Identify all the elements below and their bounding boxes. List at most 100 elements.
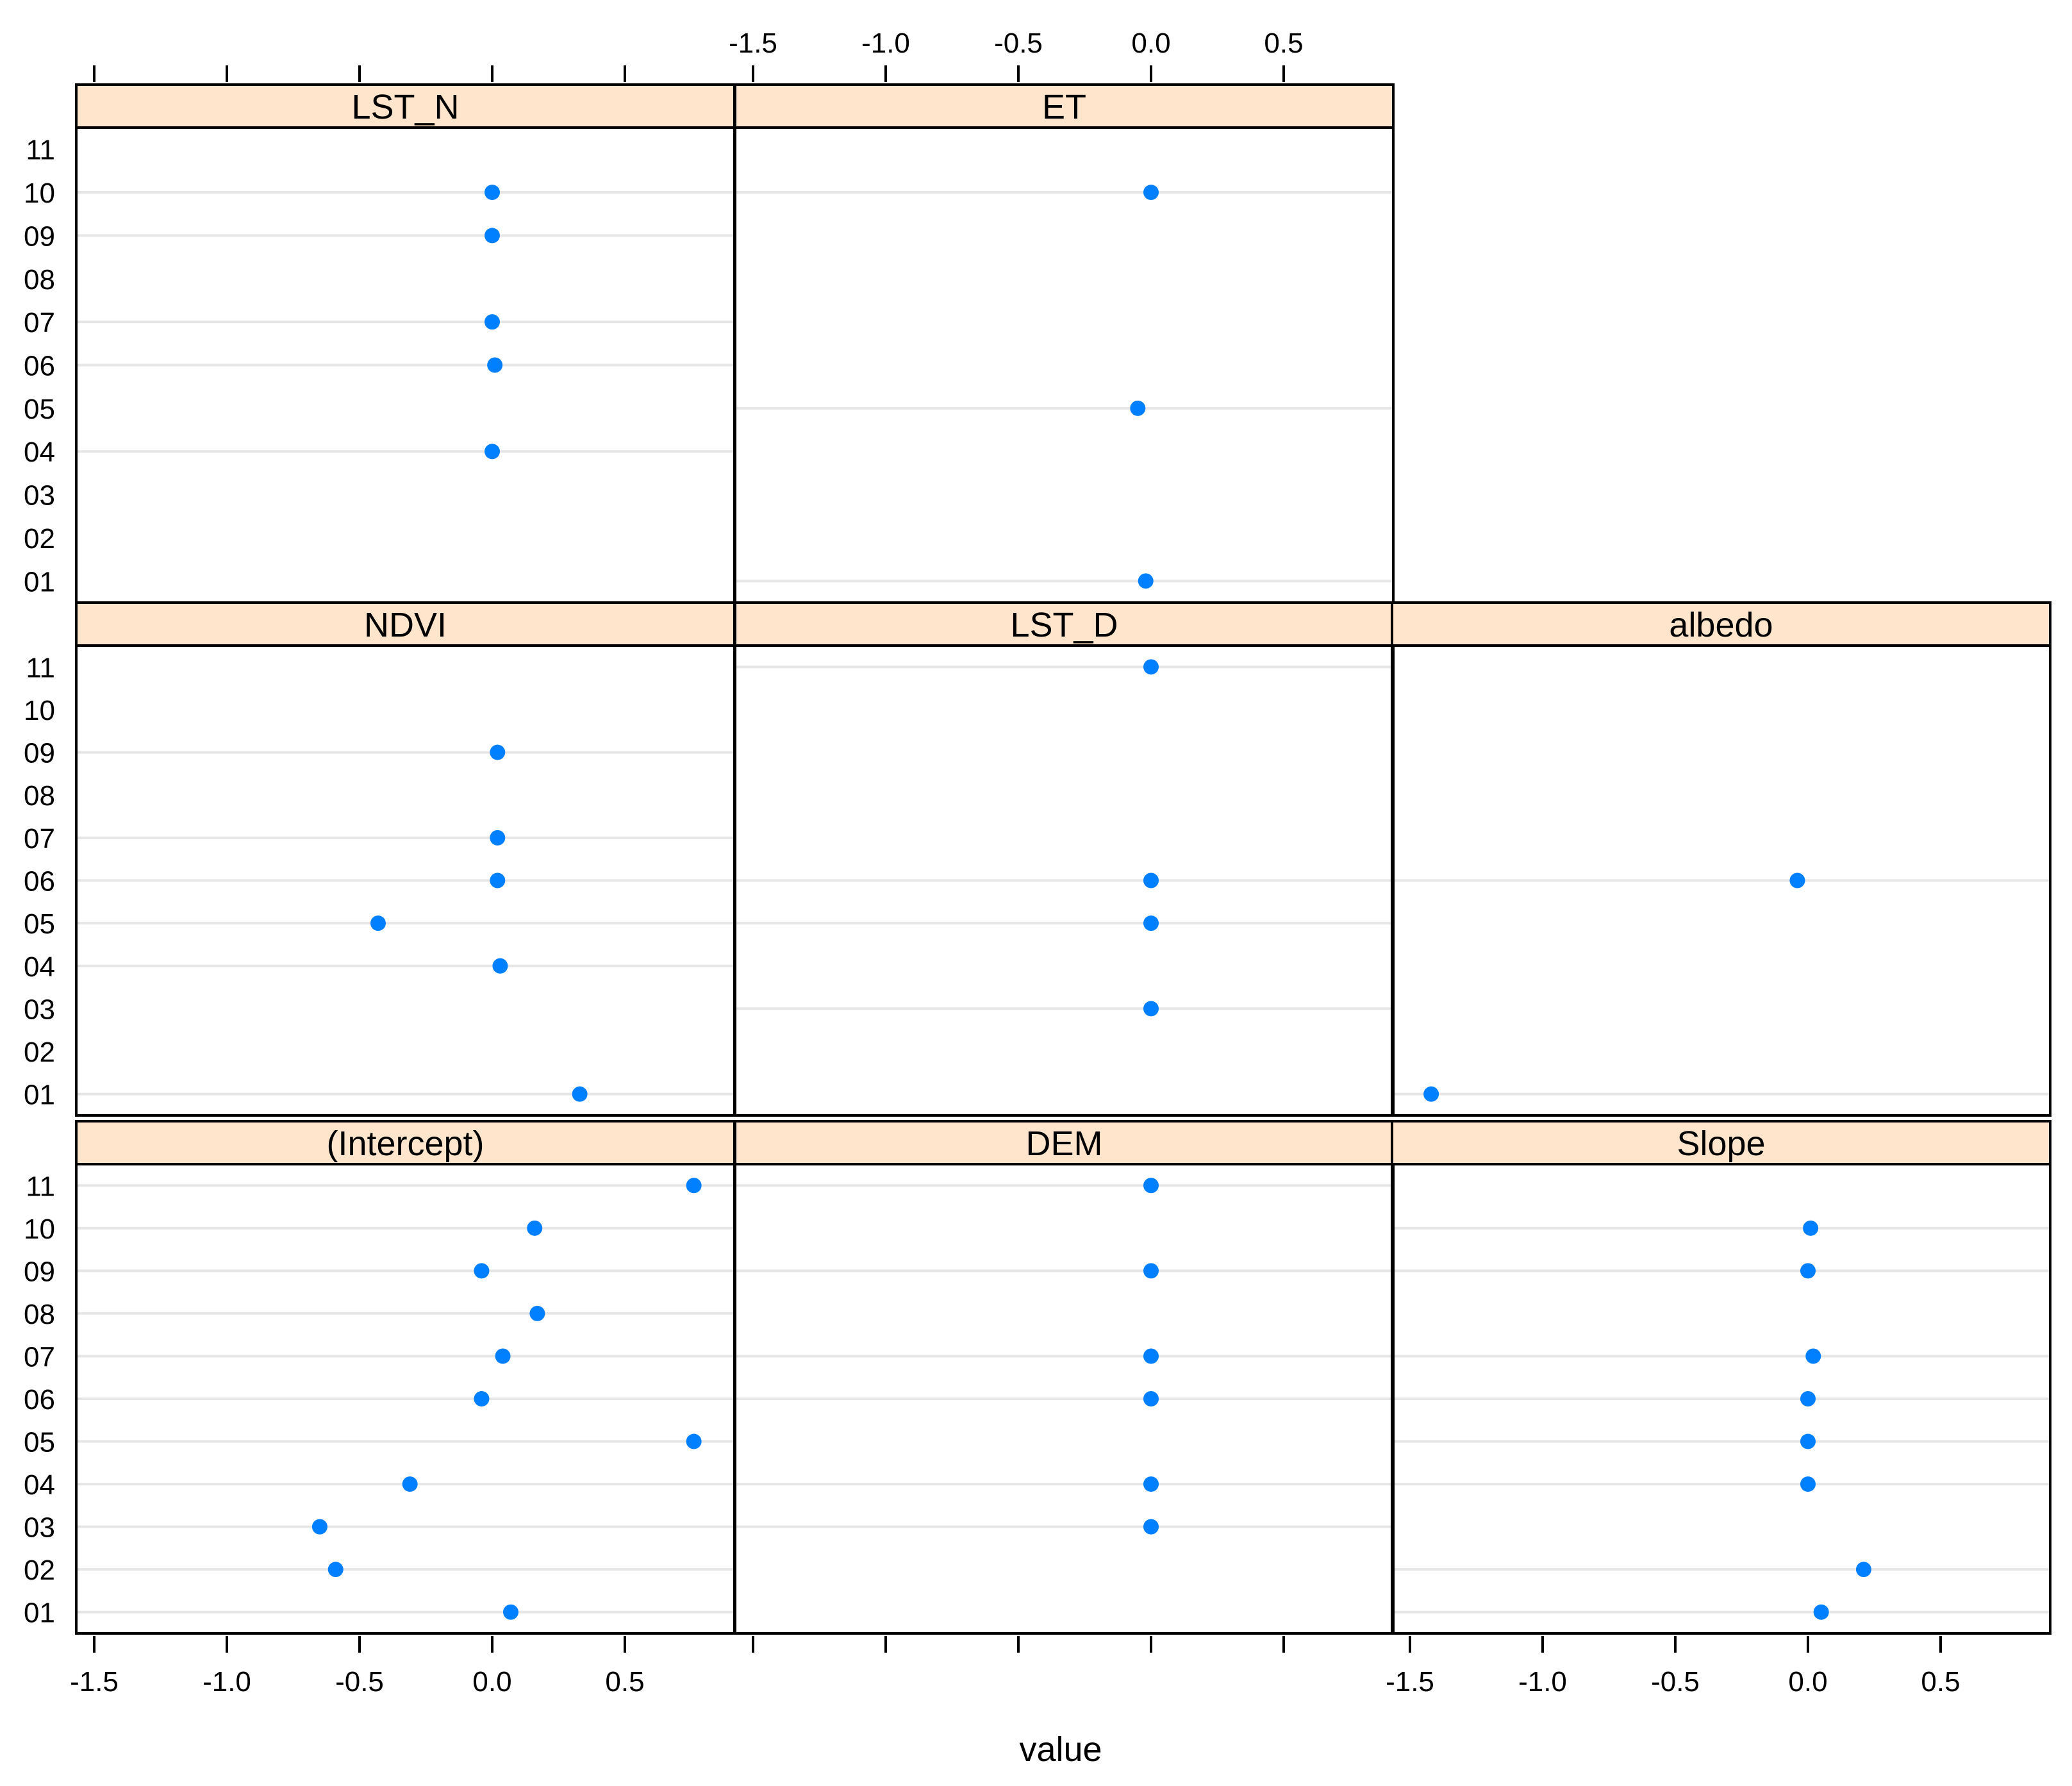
y-tick-label: 01	[24, 1080, 55, 1111]
data-point	[1143, 1519, 1159, 1535]
data-point	[485, 185, 500, 201]
data-point	[1143, 659, 1159, 675]
data-point	[1143, 1178, 1159, 1194]
data-point	[1803, 1220, 1819, 1236]
data-point	[311, 1519, 327, 1535]
data-point	[1143, 1348, 1159, 1364]
y-tick-label: 01	[24, 1598, 55, 1629]
strip-label: albedo	[1669, 606, 1773, 644]
x-tick-label: -1.5	[70, 1666, 119, 1698]
x-tick-label: 0.0	[1131, 28, 1170, 59]
data-point	[1143, 185, 1159, 201]
y-tick-label: 09	[24, 738, 55, 769]
data-point	[1143, 1001, 1159, 1017]
y-tick-label: 08	[24, 780, 55, 812]
data-point	[495, 1348, 511, 1364]
y-tick-label: 03	[24, 1512, 55, 1544]
data-point	[487, 357, 503, 373]
x-tick-label: 0.5	[1921, 1666, 1960, 1698]
data-point	[572, 1086, 588, 1102]
y-tick-label: 11	[26, 652, 55, 683]
data-point	[485, 444, 500, 460]
y-tick-label: 04	[24, 1469, 55, 1501]
data-point	[1143, 915, 1159, 931]
y-tick-label: 04	[24, 951, 55, 983]
data-point	[474, 1263, 490, 1279]
y-tick-label: 08	[24, 264, 55, 296]
data-point	[490, 872, 506, 889]
x-tick-label: -0.5	[1651, 1666, 1700, 1698]
data-point	[1813, 1604, 1829, 1620]
y-tick-label: 01	[24, 566, 55, 597]
strip-lst-d	[734, 601, 1395, 647]
y-tick-label: 10	[24, 178, 55, 209]
strip-label: Slope	[1677, 1124, 1765, 1163]
strip-label: LST_N	[351, 88, 459, 126]
data-point	[1800, 1263, 1816, 1279]
data-point	[485, 228, 500, 244]
y-tick-label: 06	[24, 351, 55, 382]
data-point	[1143, 1391, 1159, 1406]
y-tick-label: 02	[24, 1037, 55, 1068]
data-point	[490, 830, 506, 846]
y-tick-label: 05	[24, 908, 55, 940]
strip-albedo	[1391, 601, 2051, 647]
y-tick-label: 11	[26, 135, 55, 166]
data-point	[402, 1476, 418, 1492]
x-tick-label: -1.0	[1518, 1666, 1567, 1698]
data-point	[1143, 1476, 1159, 1492]
y-tick-label: 03	[24, 480, 55, 512]
strip-lst-n	[75, 83, 736, 129]
y-tick-label: 10	[24, 695, 55, 726]
data-point	[527, 1220, 543, 1236]
x-tick-label: -1.5	[729, 28, 777, 59]
data-point	[370, 915, 386, 931]
data-point	[327, 1562, 344, 1578]
y-tick-label: 02	[24, 1555, 55, 1586]
data-points	[311, 185, 1871, 1620]
x-axis-ticks: -1.5 -1.0 -0.5 0.0 0.5 -1.5 -1.0 -0.5 0.0 0.5 -1.5…	[70, 28, 1960, 1698]
data-point	[1138, 573, 1154, 589]
y-tick-label: 09	[24, 1256, 55, 1287]
data-point	[1855, 1562, 1871, 1578]
y-tick-label: 06	[24, 1384, 55, 1415]
x-tick-label: -0.5	[335, 1666, 384, 1698]
strip-et	[734, 83, 1395, 129]
x-tick-label: 0.5	[1264, 28, 1303, 59]
data-point	[1423, 1086, 1439, 1102]
data-point	[1143, 1263, 1159, 1279]
y-tick-label: 11	[26, 1171, 55, 1202]
x-tick-label: 0.5	[605, 1666, 644, 1698]
y-tick-label: 07	[24, 1341, 55, 1373]
y-tick-label: 05	[24, 394, 55, 425]
y-tick-label: 10	[24, 1214, 55, 1245]
strip-label: NDVI	[364, 606, 447, 644]
data-point	[686, 1433, 702, 1449]
data-point	[1143, 872, 1159, 889]
data-point	[490, 744, 506, 760]
data-point	[1789, 872, 1805, 889]
y-tick-label: 02	[24, 523, 55, 555]
data-point	[502, 1604, 518, 1620]
strip-label: (Intercept)	[326, 1124, 484, 1163]
y-tick-label: 07	[24, 307, 55, 338]
data-point	[474, 1391, 490, 1406]
panel-frame-et	[734, 126, 1395, 604]
data-point	[1805, 1348, 1821, 1364]
data-point	[529, 1305, 545, 1321]
data-point	[1800, 1433, 1816, 1449]
x-tick-label: -1.5	[1386, 1666, 1434, 1698]
y-tick-label: 07	[24, 823, 55, 855]
y-tick-label: 08	[24, 1299, 55, 1330]
strip-intercept	[75, 1120, 736, 1165]
y-tick-label: 06	[24, 866, 55, 897]
strip-ndvi	[75, 601, 736, 647]
data-point	[1130, 400, 1146, 416]
strip-dem	[734, 1120, 1395, 1165]
gridlines	[76, 191, 2050, 1614]
y-tick-label: 03	[24, 994, 55, 1025]
data-point	[1800, 1391, 1816, 1406]
y-tick-label: 05	[24, 1427, 55, 1458]
x-tick-label: 0.0	[472, 1666, 511, 1698]
